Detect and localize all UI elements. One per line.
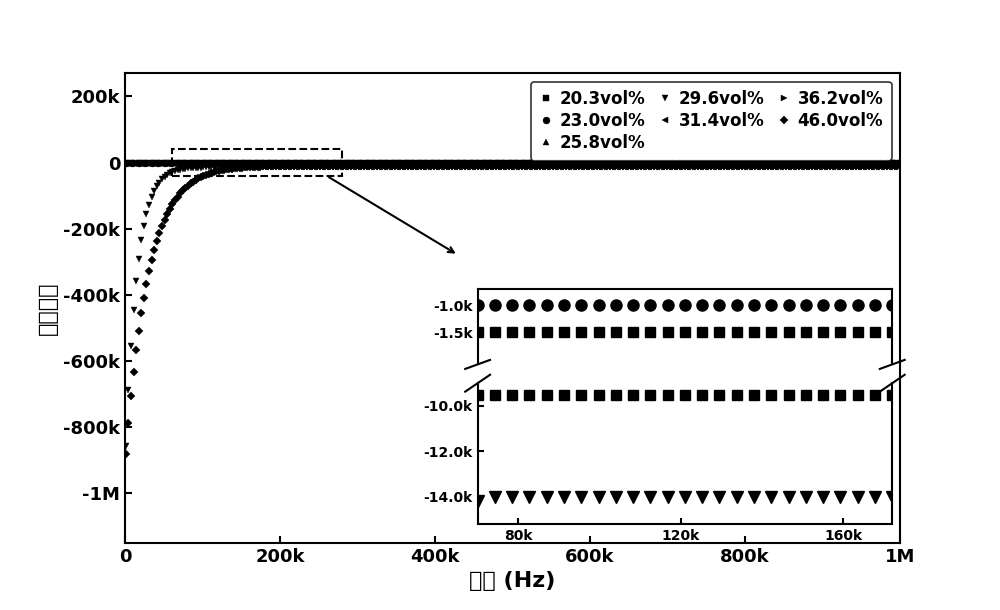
X-axis label: 频率 (Hz): 频率 (Hz): [469, 572, 556, 591]
Y-axis label: 介电常数: 介电常数: [37, 281, 57, 335]
Legend: 20.3vol%, 23.0vol%, 25.8vol%, 29.6vol%, 31.4vol%, 36.2vol%, 46.0vol%: 20.3vol%, 23.0vol%, 25.8vol%, 29.6vol%, …: [531, 82, 892, 160]
Bar: [172, 149, 342, 176]
